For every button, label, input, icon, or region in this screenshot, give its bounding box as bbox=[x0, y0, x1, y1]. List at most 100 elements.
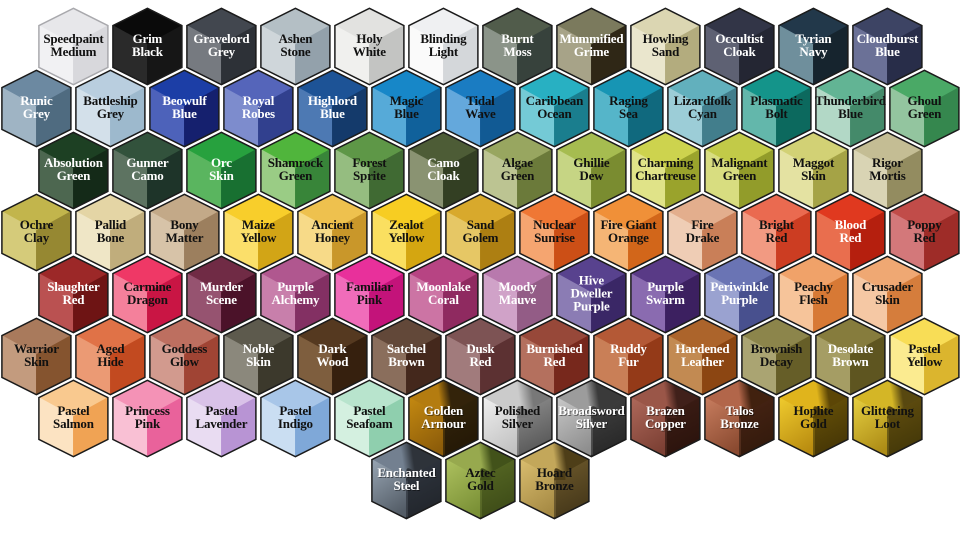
svg-text:Pastel: Pastel bbox=[353, 403, 386, 418]
svg-text:Skin: Skin bbox=[801, 168, 826, 183]
svg-text:Magic: Magic bbox=[390, 93, 424, 108]
svg-text:Red: Red bbox=[766, 230, 789, 245]
svg-text:Mortis: Mortis bbox=[869, 168, 905, 183]
svg-text:Blue: Blue bbox=[838, 106, 863, 121]
svg-text:Copper: Copper bbox=[646, 417, 687, 432]
svg-text:Lavender: Lavender bbox=[195, 416, 247, 431]
svg-text:Sunrise: Sunrise bbox=[534, 230, 575, 245]
svg-text:Grim: Grim bbox=[133, 31, 163, 46]
svg-text:Loot: Loot bbox=[875, 416, 901, 431]
svg-text:Slaughter: Slaughter bbox=[47, 279, 100, 294]
svg-text:Crusader: Crusader bbox=[862, 279, 914, 294]
svg-text:Orc: Orc bbox=[211, 155, 232, 170]
svg-text:Peachy: Peachy bbox=[794, 279, 833, 294]
svg-text:Skin: Skin bbox=[875, 292, 900, 307]
svg-text:Bronze: Bronze bbox=[721, 417, 760, 432]
svg-text:Hide: Hide bbox=[97, 354, 123, 369]
svg-text:Speedpaint: Speedpaint bbox=[43, 31, 104, 46]
svg-text:Sea: Sea bbox=[619, 106, 639, 121]
svg-text:Armour: Armour bbox=[421, 416, 466, 431]
svg-text:Clay: Clay bbox=[24, 230, 50, 245]
svg-text:Red: Red bbox=[470, 354, 493, 369]
svg-text:Gunner: Gunner bbox=[126, 155, 169, 170]
svg-text:Fire: Fire bbox=[691, 217, 713, 232]
svg-text:Absolution: Absolution bbox=[44, 155, 104, 170]
svg-text:Brazen: Brazen bbox=[646, 403, 685, 418]
svg-text:Gold: Gold bbox=[800, 416, 828, 431]
svg-text:Salmon: Salmon bbox=[53, 416, 95, 431]
svg-text:Golden: Golden bbox=[424, 403, 464, 418]
svg-text:Grey: Grey bbox=[208, 44, 236, 59]
svg-text:Dweller: Dweller bbox=[570, 286, 612, 301]
svg-text:Wave: Wave bbox=[465, 106, 496, 121]
svg-text:Malignant: Malignant bbox=[711, 155, 768, 170]
svg-text:Bronze: Bronze bbox=[535, 478, 574, 493]
svg-text:Camo: Camo bbox=[131, 168, 163, 183]
svg-text:Sand: Sand bbox=[652, 44, 680, 59]
svg-text:Seafoam: Seafoam bbox=[346, 416, 393, 431]
svg-text:Navy: Navy bbox=[799, 44, 828, 59]
svg-text:Ocean: Ocean bbox=[537, 106, 572, 121]
svg-text:Gravelord: Gravelord bbox=[193, 31, 250, 46]
svg-text:Burnt: Burnt bbox=[501, 31, 534, 46]
svg-text:Light: Light bbox=[429, 44, 459, 59]
svg-text:Thunderbird: Thunderbird bbox=[815, 93, 887, 108]
svg-text:Glittering: Glittering bbox=[861, 403, 915, 418]
svg-text:Murder: Murder bbox=[200, 279, 243, 294]
svg-text:Decay: Decay bbox=[760, 354, 794, 369]
svg-text:Dragon: Dragon bbox=[127, 292, 169, 307]
svg-text:Charming: Charming bbox=[638, 155, 694, 170]
svg-text:Gold: Gold bbox=[467, 478, 495, 493]
svg-text:Caribbean: Caribbean bbox=[526, 93, 584, 108]
svg-text:Bronze: Bronze bbox=[720, 416, 759, 431]
svg-text:Highlord: Highlord bbox=[308, 93, 358, 108]
svg-text:Fur: Fur bbox=[618, 354, 639, 369]
svg-text:Mummified: Mummified bbox=[559, 31, 624, 46]
svg-text:Periwinkle: Periwinkle bbox=[710, 279, 768, 294]
svg-text:Golem: Golem bbox=[462, 230, 498, 245]
svg-text:Pallid: Pallid bbox=[95, 217, 127, 232]
svg-text:Poppy: Poppy bbox=[907, 217, 942, 232]
svg-text:Blue: Blue bbox=[875, 44, 900, 59]
svg-text:Red: Red bbox=[63, 292, 86, 307]
svg-text:Silver: Silver bbox=[502, 416, 534, 431]
svg-text:Glow: Glow bbox=[170, 354, 200, 369]
svg-text:Beowulf: Beowulf bbox=[162, 93, 207, 108]
svg-text:Alchemy: Alchemy bbox=[272, 292, 320, 307]
svg-text:Blood: Blood bbox=[835, 217, 867, 232]
svg-text:Broadsword: Broadsword bbox=[559, 404, 626, 419]
svg-text:Flesh: Flesh bbox=[799, 292, 829, 307]
svg-text:Shamrock: Shamrock bbox=[268, 155, 324, 170]
svg-text:Drake: Drake bbox=[686, 230, 720, 245]
svg-text:Moonlake: Moonlake bbox=[416, 279, 470, 294]
svg-text:Hoard: Hoard bbox=[537, 465, 573, 480]
svg-text:Familiar: Familiar bbox=[346, 279, 393, 294]
svg-text:Battleship: Battleship bbox=[83, 93, 137, 108]
svg-text:Stone: Stone bbox=[280, 44, 310, 59]
svg-text:Pink: Pink bbox=[135, 416, 161, 431]
svg-text:Blue: Blue bbox=[172, 106, 197, 121]
svg-text:White: White bbox=[353, 44, 386, 59]
svg-text:Grey: Grey bbox=[97, 106, 125, 121]
svg-text:Red: Red bbox=[840, 230, 863, 245]
svg-text:Dusk: Dusk bbox=[466, 341, 495, 356]
svg-text:Goddess: Goddess bbox=[162, 341, 208, 356]
svg-text:Bolt: Bolt bbox=[765, 106, 788, 121]
svg-text:Lizardfolk: Lizardfolk bbox=[674, 93, 732, 108]
svg-text:Green: Green bbox=[279, 168, 313, 183]
svg-text:Purple: Purple bbox=[721, 292, 758, 307]
svg-text:Howling: Howling bbox=[643, 31, 689, 46]
svg-text:Tyrian: Tyrian bbox=[795, 31, 832, 46]
svg-text:Steel: Steel bbox=[394, 478, 420, 493]
svg-text:Steel: Steel bbox=[394, 479, 420, 494]
svg-text:Ochre: Ochre bbox=[20, 217, 54, 232]
svg-text:Green: Green bbox=[57, 168, 91, 183]
svg-text:Yellow: Yellow bbox=[389, 230, 425, 245]
svg-text:Silver: Silver bbox=[576, 416, 608, 431]
svg-text:Sprite: Sprite bbox=[353, 168, 386, 183]
svg-text:Pastel: Pastel bbox=[908, 341, 941, 356]
svg-text:Princess: Princess bbox=[125, 403, 170, 418]
svg-text:Dew: Dew bbox=[579, 168, 604, 183]
svg-text:Bright: Bright bbox=[759, 217, 795, 232]
svg-text:Cloudburst: Cloudburst bbox=[857, 31, 919, 46]
